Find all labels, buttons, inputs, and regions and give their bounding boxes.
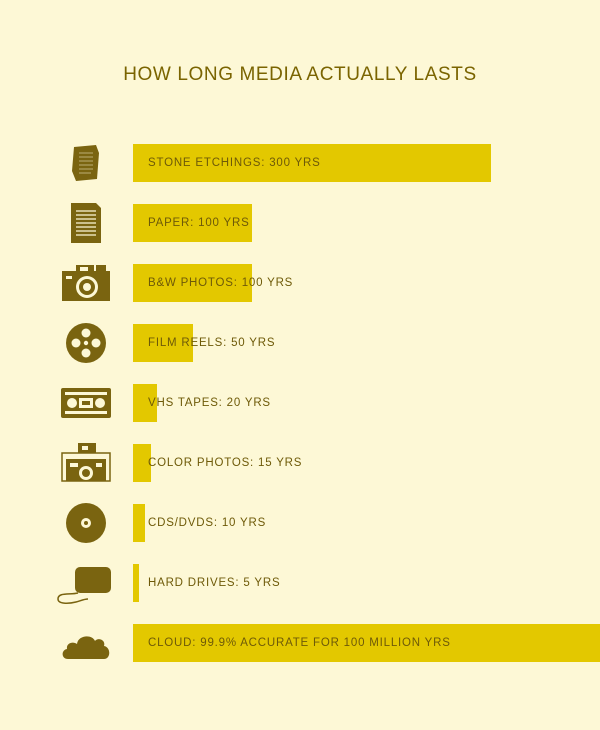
vhs-tape-icon — [56, 379, 116, 427]
bar-cloud — [133, 624, 600, 662]
bar-label-film-reel: FILM REELS: 50 YRS — [148, 337, 276, 349]
bar-camera — [133, 264, 253, 302]
stone-tablet-icon — [56, 139, 116, 187]
bar-label-stone-tablet: STONE ETCHINGS: 300 YRS — [148, 157, 321, 169]
bar-label-vhs-tape: VHS TAPES: 20 YRS — [148, 397, 271, 409]
chart-title: HOW LONG MEDIA ACTUALLY LASTS — [123, 64, 477, 85]
hard-drive-icon — [56, 559, 116, 607]
bar-hard-drive — [133, 564, 139, 602]
bar-label-disc: CDS/DVDS: 10 YRS — [148, 517, 267, 529]
instant-camera-icon — [56, 439, 116, 487]
bar-instant-camera — [133, 444, 151, 482]
bar-stone-tablet — [133, 144, 491, 182]
camera-icon — [56, 259, 116, 307]
paper-document-icon — [56, 199, 116, 247]
bar-label-cloud: CLOUD: 99.9% ACCURATE FOR 100 MILLION YR… — [148, 637, 451, 649]
bar-vhs-tape — [133, 384, 157, 422]
disc-icon — [56, 499, 116, 547]
bar-disc — [133, 504, 145, 542]
bar-paper-document — [133, 204, 253, 242]
bar-label-hard-drive: HARD DRIVES: 5 YRS — [148, 577, 281, 589]
bar-label-paper-document: PAPER: 100 YRS — [148, 217, 250, 229]
bar-label-instant-camera: COLOR PHOTOS: 15 YRS — [148, 457, 303, 469]
cloud-icon — [56, 619, 116, 667]
bar-label-camera: B&W PHOTOS: 100 YRS — [148, 277, 294, 289]
film-reel-icon — [56, 319, 116, 367]
bar-film-reel — [133, 324, 193, 362]
